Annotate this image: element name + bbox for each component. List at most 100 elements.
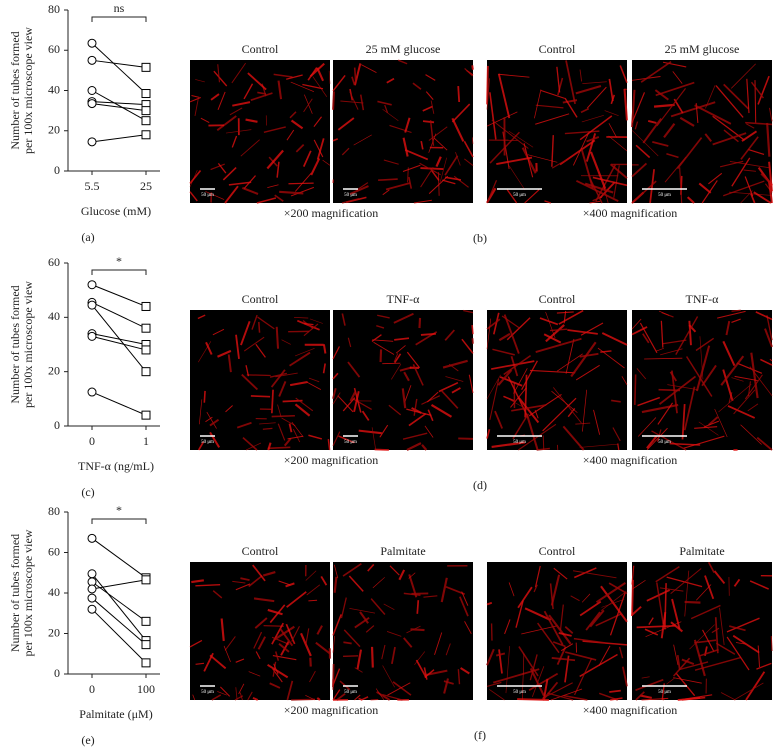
fiber [378,178,398,182]
fiber [240,577,250,582]
fiber [371,427,377,451]
fiber [217,162,227,174]
fiber [542,678,549,701]
marker-square [141,116,151,126]
fiber [262,571,276,577]
marker-square [141,130,151,140]
marker-square [141,106,151,116]
fiber [732,634,760,654]
significance-label: ns [114,1,125,15]
fiber [377,314,390,319]
fiber [685,356,713,397]
fiber [471,324,474,335]
fiber [448,363,459,372]
fiber [631,92,646,124]
fiber [654,89,669,101]
fiber [353,391,360,413]
fiber [631,162,648,178]
fiber [253,631,263,649]
fiber [267,608,283,616]
fiber [701,364,717,387]
fiber [659,587,684,592]
fiber [506,189,518,204]
image-title: Palmitate [679,544,724,558]
fiber [327,439,331,451]
fiber [740,190,753,204]
fiber [365,625,375,633]
fiber [359,611,369,624]
fiber [486,65,489,105]
image-title: Control [539,42,576,56]
fiber [286,591,307,608]
pair-line [91,284,147,307]
fiber [285,623,296,645]
fiber [337,117,355,131]
micrograph [486,562,628,701]
fiber [609,163,628,179]
fiber [714,617,719,654]
fiber [557,77,564,96]
fiber [608,135,628,152]
marker-square [141,89,151,99]
fiber [341,197,360,204]
fiber [598,645,611,667]
fiber [455,151,461,166]
marker-square [141,658,151,668]
fiber [395,345,406,354]
fiber [285,582,295,588]
fiber [688,320,692,346]
marker-circle [87,99,97,109]
fiber [292,428,301,443]
fiber [461,591,469,606]
fiber [279,190,304,195]
fiber [245,365,250,377]
fiber [195,79,205,83]
fiber [464,68,473,77]
fiber [550,688,583,701]
micrograph [631,561,773,701]
fiber [332,689,341,701]
fiber [267,446,291,450]
fiber [564,97,578,118]
y-axis-label: Number of tubes formed [8,31,22,149]
y-tick-label: 20 [48,363,60,377]
fiber [252,696,259,701]
fiber [461,338,474,354]
fiber [734,375,758,381]
fiber [384,104,389,114]
fiber [216,115,237,132]
fiber [494,410,504,429]
y-tick-label: 20 [48,625,60,639]
micrograph [486,60,629,204]
fiber [212,328,225,336]
fiber [642,333,650,344]
fiber [641,676,650,679]
fiber [715,85,744,118]
fiber [521,360,538,391]
fiber [219,686,231,697]
magnification-caption: ×200 magnification [284,703,378,717]
fiber [349,391,357,402]
fiber [579,443,619,448]
fiber [726,636,750,671]
fiber [580,107,590,114]
fiber [206,411,217,429]
marker-square [141,323,151,333]
fiber [636,624,676,629]
fiber [303,98,313,113]
x-axis-label: Glucose (mM) [81,204,151,218]
fiber [584,182,614,194]
fiber [595,582,626,604]
fiber [243,175,256,189]
fiber [698,421,719,436]
fiber [434,632,443,655]
fiber [486,681,502,687]
y-tick-label: 60 [48,544,60,558]
fiber [322,159,331,166]
fiber [563,694,588,701]
fiber [358,429,382,435]
fiber [231,62,247,84]
fiber [524,374,528,418]
fiber [515,600,524,628]
